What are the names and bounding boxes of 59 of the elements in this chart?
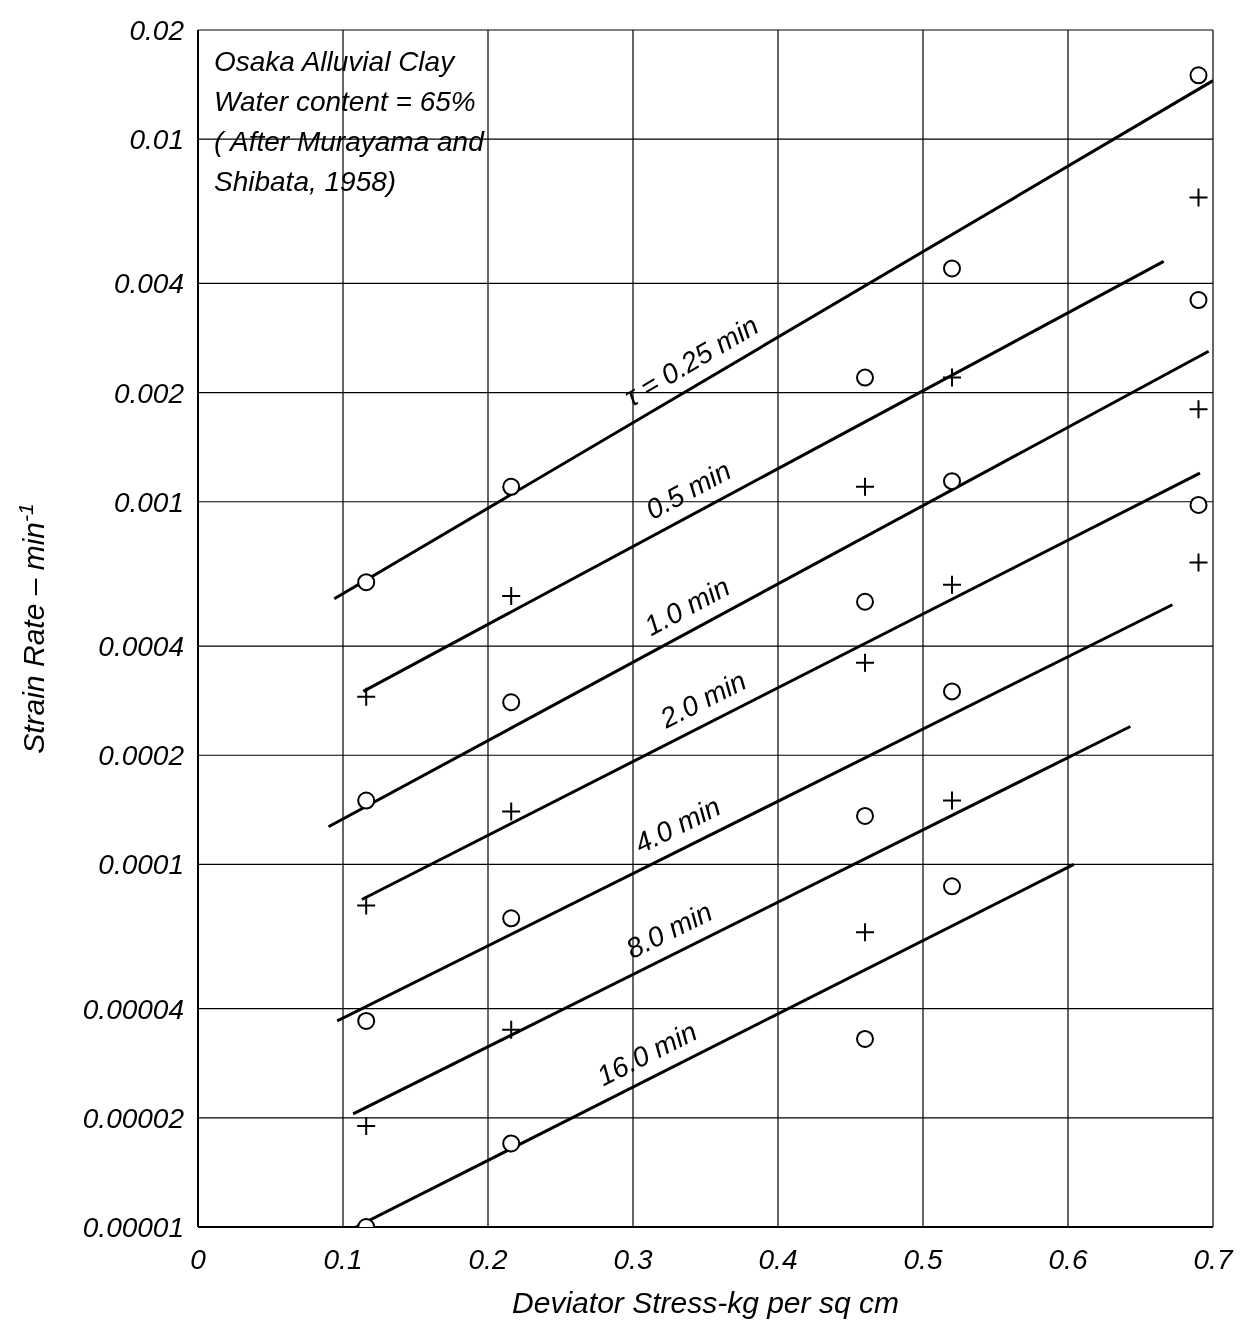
point [942,574,962,595]
y-tick-label: 0.0001 [98,849,184,881]
y-tick-label: 0.0004 [98,631,184,663]
y-tick-label: 0.02 [129,14,185,46]
point [356,895,377,916]
x-axis-title: Deviator Stress-kg per sq cm [512,1286,899,1319]
point [943,877,961,896]
point [502,477,521,496]
point [357,791,376,810]
point [855,922,875,943]
point [502,909,521,928]
text: 16.0 min [591,1015,702,1092]
point [855,652,875,673]
text: 8.0 min [621,895,718,965]
point [1189,66,1208,85]
text: 4.0 min [629,790,726,860]
x-tick-label: 0.4 [758,1243,798,1275]
text: 0.5 min [640,454,737,526]
text: 2.0 min [654,664,752,735]
point [943,472,961,491]
point [1188,399,1209,420]
y-tick-label: 0.004 [113,268,184,300]
point [1188,552,1209,573]
y-tick-label: 0.0002 [98,740,185,772]
point [356,1115,377,1136]
x-tick-label: 0.6 [1048,1243,1088,1275]
x-tick-label: 0.1 [323,1243,363,1275]
x-tick-label: 0.7 [1193,1243,1234,1275]
point [855,476,875,497]
y-tick-label: 0.00001 [82,1211,184,1243]
point [1189,291,1208,310]
point [856,368,874,387]
point [502,693,521,712]
y-tick-label: 0.001 [113,486,184,518]
text: 1.0 min [639,570,735,642]
point [502,1134,521,1153]
point [856,1029,874,1048]
point [943,682,961,701]
point [856,592,874,611]
y-tick-label: 0.01 [129,124,184,156]
point [357,1011,376,1030]
y-tick-label: 0.002 [113,377,185,409]
point [1188,187,1209,208]
x-tick-label: 0.3 [613,1243,653,1275]
x-tick-label: 0 [190,1243,207,1275]
x-tick-label: 0.2 [468,1243,508,1275]
point [942,790,962,811]
point [943,259,961,278]
point [356,686,377,707]
x-tick-label: 0.5 [903,1243,943,1275]
point [942,367,962,388]
point [501,585,522,606]
point [357,573,376,592]
y-tick-label: 0.00004 [82,993,184,1025]
point [1189,495,1208,514]
point [856,806,874,825]
point [501,801,522,822]
point [501,1019,522,1040]
y-tick-label: 0.00002 [82,1102,185,1134]
